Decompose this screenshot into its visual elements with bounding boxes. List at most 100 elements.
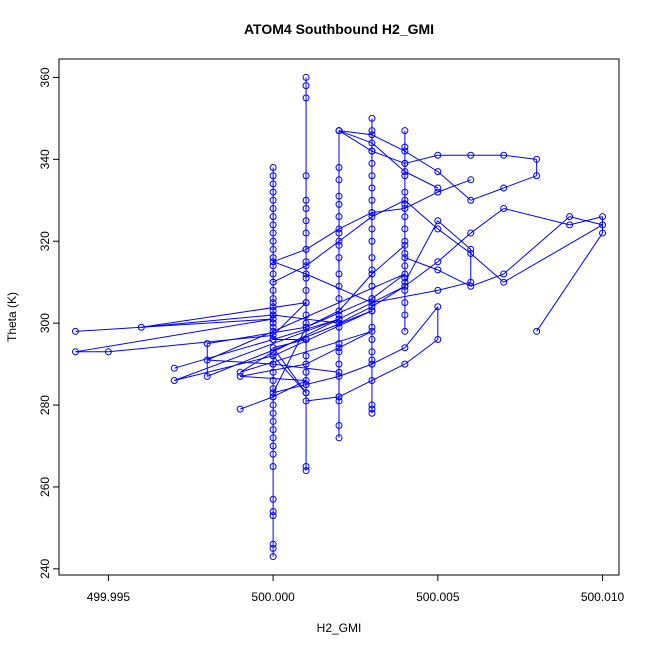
data-point bbox=[368, 172, 376, 180]
data-point bbox=[269, 237, 277, 245]
data-point bbox=[368, 409, 376, 417]
series-line-segment bbox=[338, 130, 373, 152]
series-line-segment bbox=[305, 347, 340, 365]
series-line-segment bbox=[75, 318, 274, 332]
series-line-segment bbox=[404, 171, 439, 189]
y-tick-label: 360 bbox=[38, 67, 52, 87]
data-point bbox=[467, 176, 475, 184]
series-line-segment bbox=[174, 339, 274, 369]
data-point bbox=[269, 315, 277, 323]
data-point bbox=[269, 262, 277, 270]
series-line-segment bbox=[470, 273, 504, 287]
series-line-segment bbox=[338, 363, 373, 377]
data-point bbox=[368, 270, 376, 278]
data-point bbox=[368, 401, 376, 409]
series-line-segment bbox=[470, 208, 505, 234]
data-point bbox=[368, 356, 376, 364]
data-point bbox=[302, 368, 310, 376]
series-line-segment bbox=[503, 207, 570, 226]
series-line-segment bbox=[239, 351, 274, 373]
series-11 bbox=[269, 241, 442, 405]
x-tick-label: 500.005 bbox=[416, 590, 460, 604]
data-point bbox=[269, 286, 277, 294]
data-point bbox=[335, 254, 343, 262]
y-tick-label: 260 bbox=[38, 477, 52, 497]
data-point bbox=[401, 286, 409, 294]
data-point bbox=[203, 340, 211, 348]
data-point bbox=[599, 213, 607, 221]
data-point bbox=[269, 336, 277, 344]
data-point bbox=[269, 434, 277, 442]
y-tick-label: 240 bbox=[38, 559, 52, 579]
series-line-segment bbox=[404, 339, 439, 365]
data-point bbox=[269, 204, 277, 212]
data-point bbox=[401, 204, 409, 212]
data-point bbox=[335, 422, 343, 430]
data-point bbox=[269, 344, 277, 352]
data-point bbox=[302, 94, 310, 102]
x-tick-label: 499.995 bbox=[87, 590, 131, 604]
series-line-segment bbox=[272, 302, 307, 336]
data-point bbox=[368, 376, 376, 384]
data-point bbox=[302, 467, 310, 475]
data-point bbox=[335, 213, 343, 221]
data-point bbox=[368, 225, 376, 233]
data-point bbox=[302, 73, 310, 81]
series-line-segment bbox=[338, 306, 373, 324]
series-line-segment bbox=[371, 363, 406, 381]
data-point bbox=[368, 405, 376, 413]
data-point bbox=[236, 405, 244, 413]
data-point bbox=[434, 151, 442, 159]
data-point bbox=[401, 262, 409, 270]
data-point bbox=[269, 348, 277, 356]
data-point bbox=[434, 303, 442, 311]
y-tick-label: 320 bbox=[38, 231, 52, 251]
data-point bbox=[302, 323, 310, 331]
series-line-segment bbox=[404, 220, 439, 283]
data-point bbox=[401, 168, 409, 176]
data-point bbox=[236, 368, 244, 376]
data-point bbox=[269, 270, 277, 278]
data-point bbox=[401, 147, 409, 155]
data-point bbox=[302, 360, 310, 368]
data-point bbox=[335, 237, 343, 245]
series-line-segment bbox=[272, 265, 307, 283]
series-line-segment bbox=[371, 273, 406, 299]
data-point bbox=[335, 164, 343, 172]
data-point bbox=[368, 209, 376, 217]
data-point bbox=[335, 397, 343, 405]
data-point bbox=[269, 393, 277, 401]
x-tick-label: 500.000 bbox=[251, 590, 295, 604]
series-line-segment bbox=[174, 355, 274, 381]
data-point bbox=[335, 127, 343, 135]
data-point bbox=[368, 114, 376, 122]
data-point bbox=[269, 389, 277, 397]
data-point bbox=[368, 184, 376, 192]
series-line-segment bbox=[305, 240, 340, 267]
x-tick-label: 500.010 bbox=[581, 590, 625, 604]
data-point bbox=[302, 270, 310, 278]
data-point bbox=[467, 229, 475, 237]
data-point bbox=[335, 393, 343, 401]
data-point bbox=[401, 200, 409, 208]
data-point bbox=[302, 82, 310, 90]
data-point bbox=[335, 282, 343, 290]
series-line-segment bbox=[272, 355, 307, 394]
series-line-segment bbox=[437, 220, 472, 250]
data-point bbox=[269, 258, 277, 266]
series-9 bbox=[335, 127, 541, 204]
data-point bbox=[71, 348, 79, 356]
data-point bbox=[269, 462, 277, 470]
series-line-segment bbox=[404, 154, 438, 164]
data-point bbox=[401, 213, 409, 221]
data-point bbox=[401, 278, 409, 286]
data-point bbox=[269, 221, 277, 229]
y-axis-label: Theta (K) bbox=[5, 292, 19, 342]
data-point bbox=[434, 225, 442, 233]
series-line-segment bbox=[338, 330, 373, 349]
data-point bbox=[368, 147, 376, 155]
data-point bbox=[368, 348, 376, 356]
data-point bbox=[335, 311, 343, 319]
series-line-segment bbox=[207, 326, 307, 345]
data-point bbox=[368, 266, 376, 274]
